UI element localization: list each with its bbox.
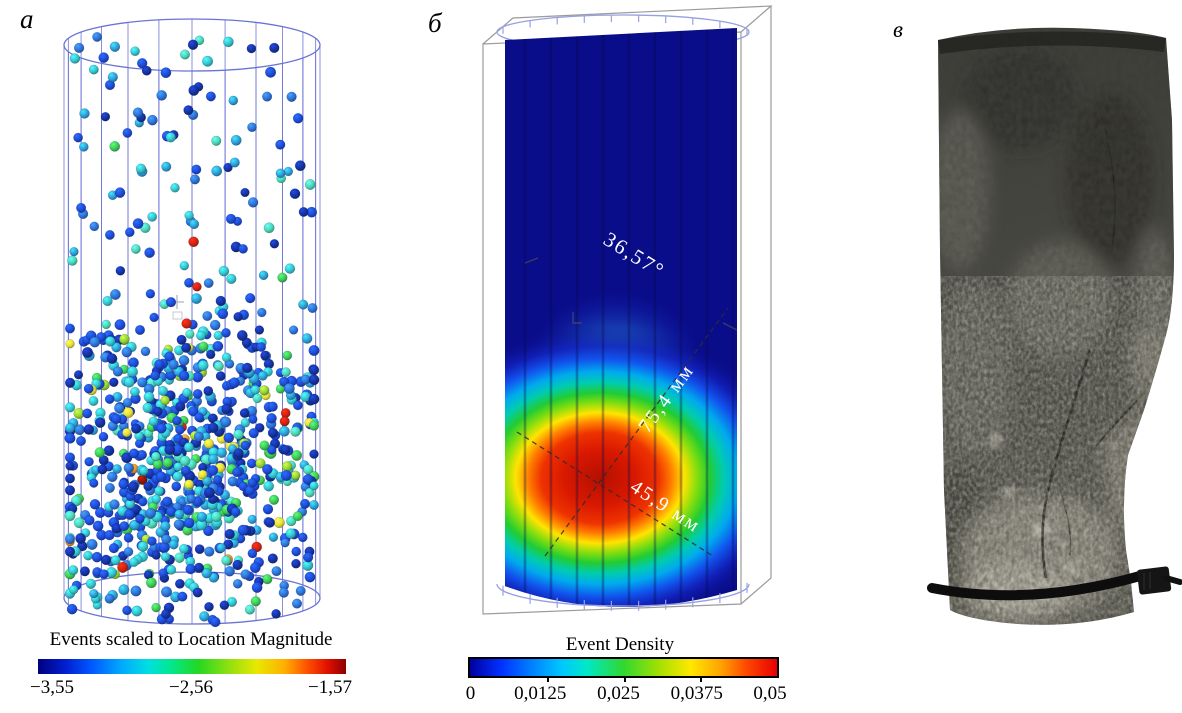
colorbar-tick: 0,0125 (514, 683, 567, 704)
density-hotspot (505, 326, 737, 608)
rock-core-photo (927, 27, 1182, 625)
event-dots (64, 31, 320, 628)
panel-b-label: б (428, 8, 442, 38)
ae-scatter-cylinder-plot (63, 18, 321, 628)
colorbar-tickmark (623, 676, 626, 682)
event-density-volume-plot: 36,57° 75,4 мм 45,9 мм (482, 5, 773, 615)
colorbar-a-title: Events scaled to Location Magnitude (49, 629, 333, 650)
cable-tie (927, 566, 1182, 601)
colorbar-tick: 0,025 (597, 683, 640, 704)
cylinder-gridlines-through-volume (523, 28, 735, 608)
colorbar-a-ticks: −3,55 −2,56 −1,57 (30, 677, 352, 699)
cable-tie-tail (1163, 575, 1182, 585)
dashed-line-minor (516, 431, 714, 557)
colorbar-b-ticks: 0 0,0125 0,025 0,0375 0,05 (448, 683, 796, 705)
colorbar-tickmark (546, 676, 549, 682)
core-top-cap (938, 31, 1166, 54)
dashed-line-major (544, 307, 729, 557)
axis-triad-marker (171, 295, 184, 320)
colorbar-tick: −3,55 (30, 677, 74, 698)
core-specimen-body (938, 27, 1174, 625)
density-slab (505, 28, 737, 608)
cylinder-rim-bottom (496, 583, 750, 607)
colorbar-tick: 0,05 (753, 683, 787, 704)
colorbar-tickmark (700, 676, 703, 682)
panel-v-label: в (893, 17, 903, 42)
probe-markers (524, 257, 738, 331)
colorbar-a-gradient (38, 659, 346, 674)
colorbar-b-title: Event Density (565, 634, 675, 655)
panel-a-label: а (20, 4, 34, 34)
colorbar-b-gradient (468, 657, 779, 682)
cylinder-rim-ticks (502, 15, 748, 611)
colorbar-tick: 0 (465, 683, 476, 704)
colorbar-tick: −1,57 (308, 677, 352, 698)
colorbar-tick: 0,0375 (670, 683, 723, 704)
dimension-dashed-lines (516, 307, 729, 557)
colorbar-tick: −2,56 (169, 677, 213, 698)
cable-tie-head (1137, 566, 1172, 595)
